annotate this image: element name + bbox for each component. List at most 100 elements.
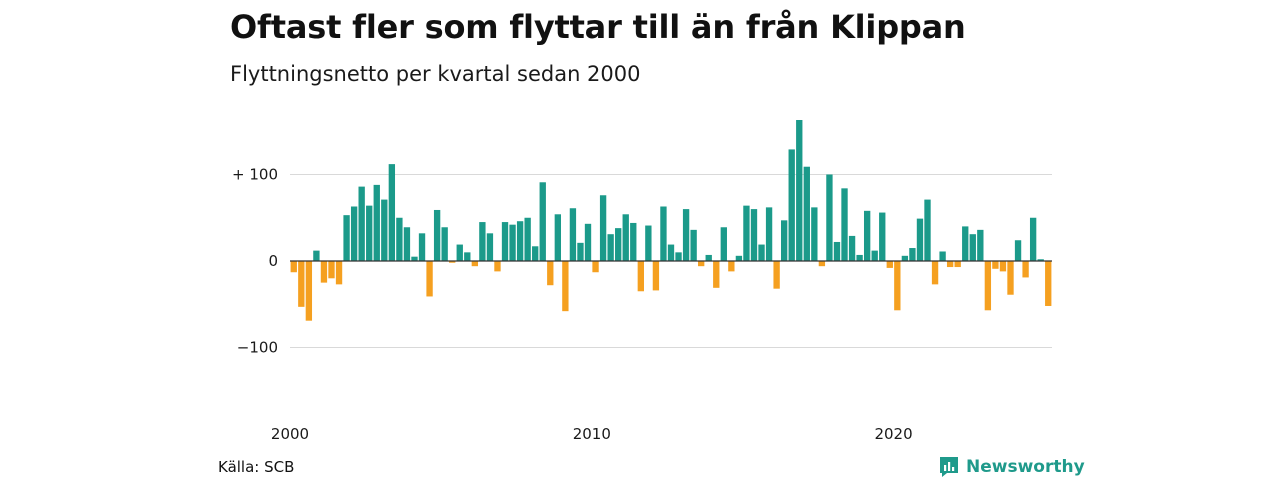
- bar: [464, 252, 471, 261]
- bar: [494, 261, 501, 272]
- bar: [698, 261, 705, 267]
- bar: [441, 227, 448, 261]
- bar: [577, 242, 584, 261]
- bar: [562, 261, 569, 312]
- y-tick-label: 0: [268, 252, 278, 270]
- bar: [388, 164, 396, 261]
- bar: [1022, 261, 1029, 278]
- bar: [607, 234, 614, 262]
- bar: [879, 212, 886, 261]
- bar-chart-logo-icon: [940, 457, 958, 477]
- bar: [645, 225, 652, 261]
- bar: [682, 209, 690, 261]
- bar: [728, 261, 735, 272]
- bar: [547, 261, 554, 286]
- bar: [999, 261, 1007, 272]
- bar: [856, 254, 863, 261]
- bar: [690, 229, 697, 261]
- bar: [871, 250, 878, 261]
- bar: [456, 244, 463, 261]
- bar: [803, 166, 810, 261]
- bar: [486, 233, 494, 261]
- bar: [713, 261, 720, 288]
- bar: [396, 217, 403, 261]
- bar-chart: + 100 0 −100 2000 2010 2020: [232, 120, 1052, 443]
- bar: [328, 261, 335, 279]
- bar: [765, 207, 773, 261]
- x-tick-label: 2020: [874, 425, 912, 443]
- bar: [501, 222, 509, 261]
- source-note: Källa: SCB: [218, 458, 295, 476]
- bar: [373, 184, 380, 261]
- y-tick-label: −100: [237, 339, 278, 357]
- bar: [901, 255, 909, 261]
- bar: [750, 209, 758, 261]
- bar: [350, 206, 358, 261]
- bar: [931, 261, 939, 285]
- bar: [516, 221, 524, 261]
- bar: [675, 252, 682, 261]
- x-tick-label: 2000: [271, 425, 309, 443]
- bar: [863, 210, 871, 261]
- bar: [833, 241, 841, 261]
- bar: [652, 261, 660, 291]
- bar: [894, 261, 901, 311]
- bar: [290, 261, 297, 273]
- bar: [1029, 217, 1037, 261]
- bar: [848, 235, 856, 261]
- bar: [569, 208, 577, 262]
- bar: [630, 222, 637, 261]
- bar: [969, 234, 976, 262]
- bar: [418, 233, 426, 261]
- bar: [539, 182, 546, 261]
- bar: [305, 261, 313, 321]
- bar: [471, 261, 479, 267]
- bar: [977, 229, 984, 261]
- bar: [592, 261, 599, 273]
- y-tick-label: + 100: [232, 166, 278, 184]
- bar: [509, 224, 516, 261]
- bar: [773, 261, 780, 289]
- bar: [781, 220, 788, 261]
- bar: [788, 149, 795, 261]
- bar: [841, 188, 848, 261]
- x-tick-label: 2010: [573, 425, 611, 443]
- bar: [660, 206, 667, 261]
- bar: [984, 261, 992, 311]
- bar: [524, 217, 531, 261]
- brand-logo: Newsworthy: [938, 455, 1085, 479]
- bar: [992, 261, 999, 269]
- bar: [1014, 240, 1022, 261]
- bar: [811, 207, 818, 261]
- bar: [826, 174, 833, 261]
- bar: [946, 261, 954, 268]
- bars: [290, 120, 1052, 321]
- bar: [924, 199, 931, 261]
- bar: [954, 261, 961, 268]
- bar: [886, 261, 893, 268]
- bar: [358, 186, 365, 261]
- bar: [758, 244, 765, 261]
- bar: [735, 255, 743, 261]
- bar: [449, 261, 456, 263]
- bar: [343, 215, 350, 261]
- bar: [939, 251, 946, 262]
- bar: [554, 214, 561, 261]
- bar: [637, 261, 644, 292]
- bar: [705, 254, 712, 261]
- gridlines: [290, 174, 1052, 348]
- bar: [599, 195, 607, 261]
- chart-title: Oftast fler som flyttar till än från Kli…: [230, 8, 966, 46]
- bar: [366, 205, 373, 261]
- bar: [818, 261, 826, 267]
- bar: [313, 250, 320, 261]
- bar: [909, 248, 916, 261]
- x-axis-ticks: 2000 2010 2020: [271, 425, 913, 443]
- bar: [962, 226, 969, 261]
- y-axis-ticks: + 100 0 −100: [232, 166, 278, 357]
- bar: [532, 246, 539, 261]
- bar: [916, 218, 924, 261]
- bar: [720, 227, 727, 261]
- bar: [335, 261, 343, 285]
- bar: [381, 199, 388, 261]
